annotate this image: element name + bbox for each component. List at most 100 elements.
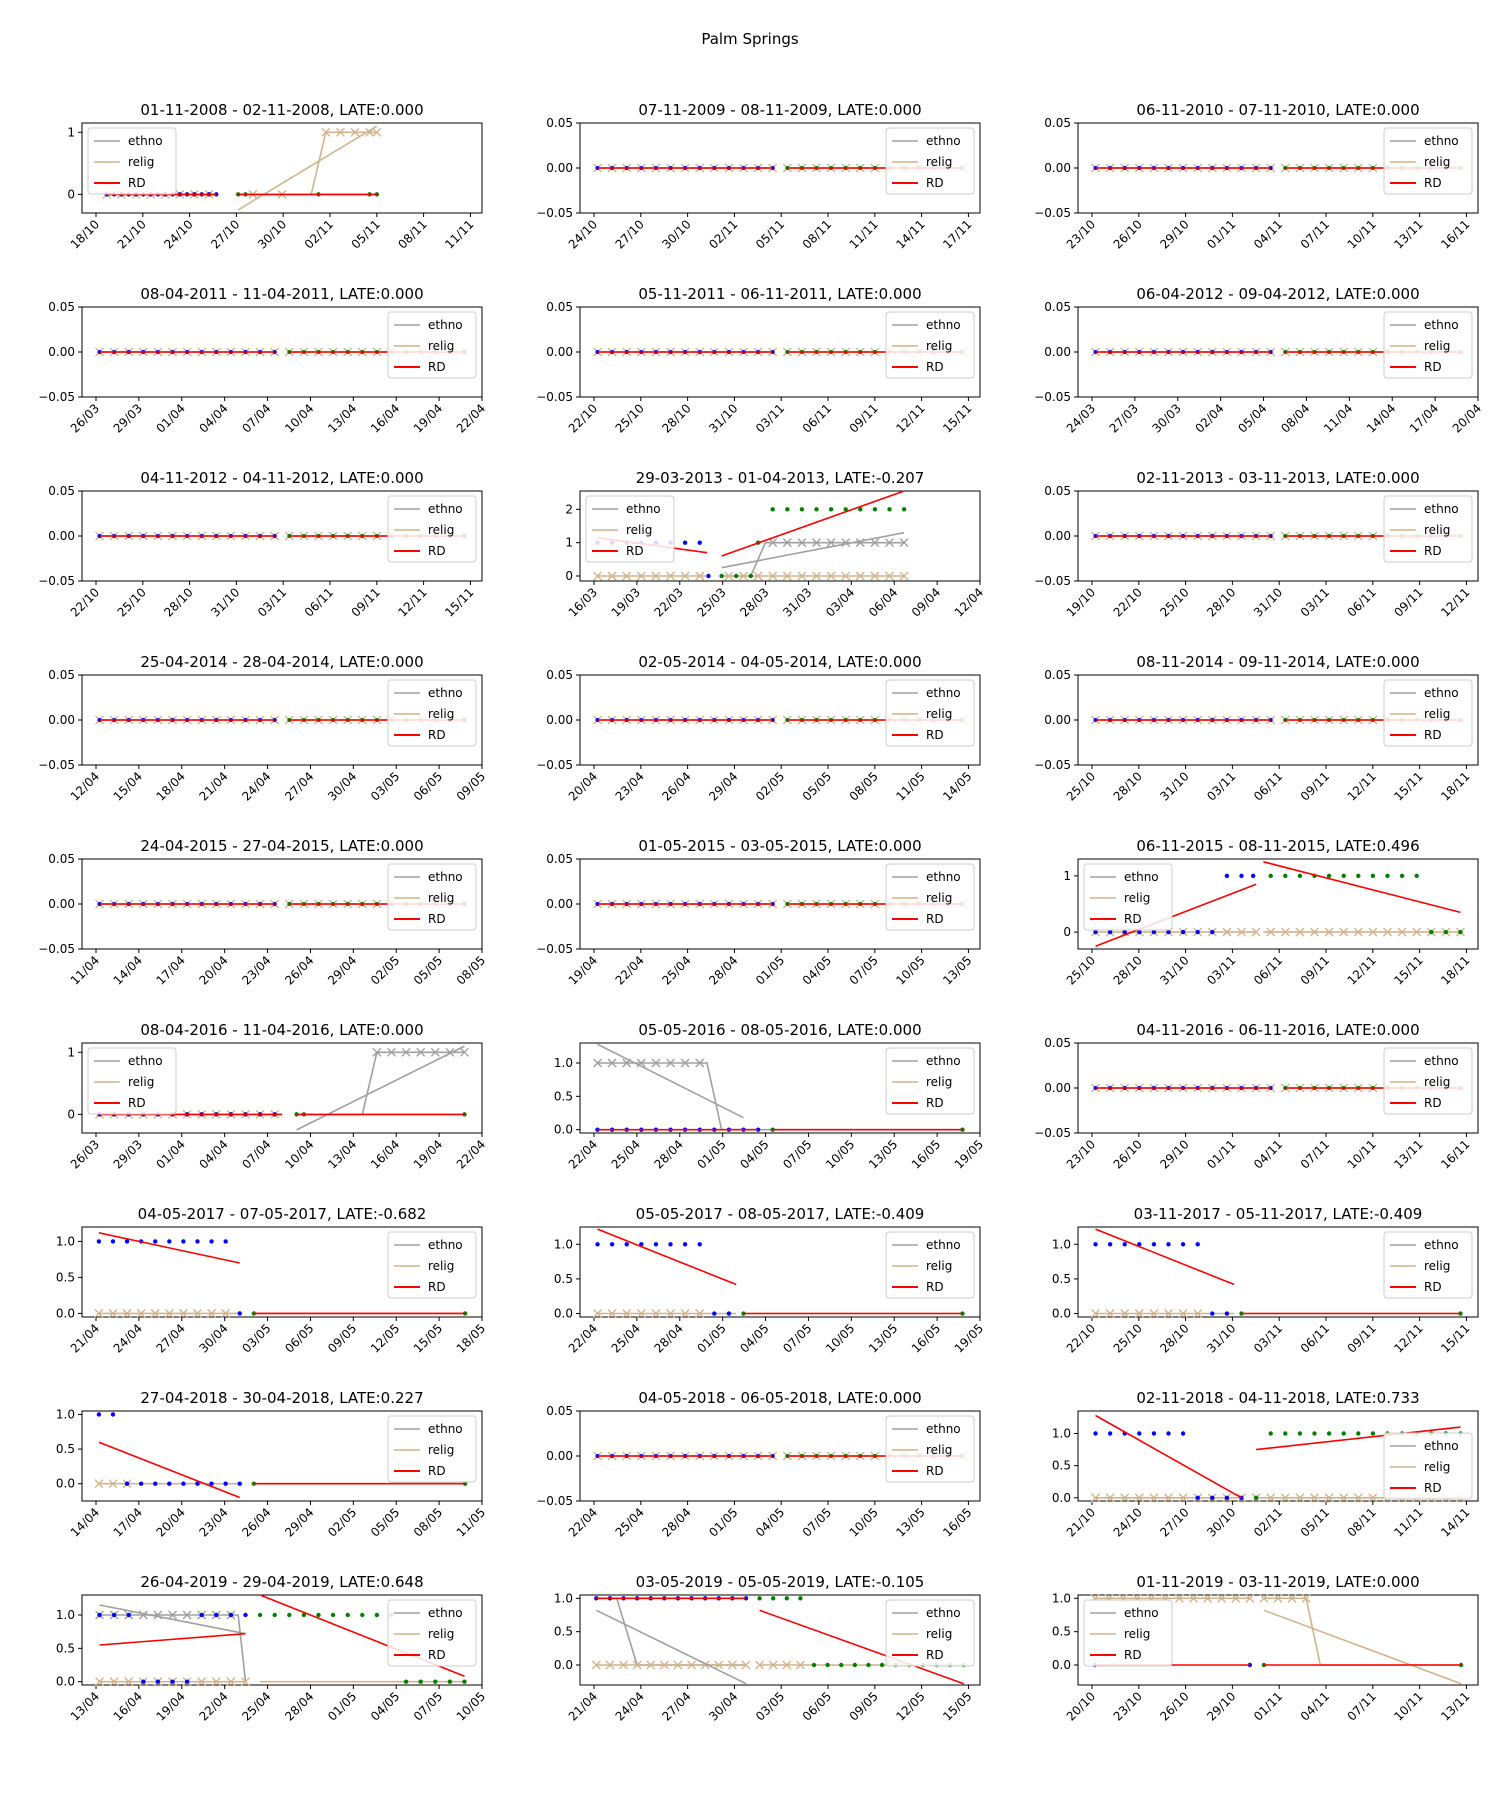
x-tick-label: 21/04 xyxy=(196,769,230,803)
legend-label: relig xyxy=(926,339,952,353)
y-tick-label: 0.00 xyxy=(546,1449,573,1463)
y-tick-label: 1.0 xyxy=(56,1234,75,1248)
legend-label: RD xyxy=(428,1280,446,1294)
legend-label: relig xyxy=(428,339,454,353)
x-tick-label: 13/11 xyxy=(1391,217,1425,251)
x-tick-label: 29/03 xyxy=(111,1137,145,1171)
post-point xyxy=(879,1662,885,1668)
x-tick-label: 14/04 xyxy=(68,1505,102,1539)
x-tick-label: 24/10 xyxy=(566,217,600,251)
x-marker xyxy=(1149,1493,1159,1503)
x-tick-label: 04/11 xyxy=(1251,1137,1285,1171)
legend-label: relig xyxy=(926,1627,952,1641)
x-marker xyxy=(680,1309,690,1319)
axes-frame xyxy=(81,1042,483,1134)
x-tick-label: 27/10 xyxy=(613,217,647,251)
x-tick-label: 11/05 xyxy=(893,769,927,803)
post-point xyxy=(757,1596,762,1601)
x-tick-label: 26/03 xyxy=(68,1137,102,1171)
x-tick-label: 03/11 xyxy=(1204,769,1238,803)
x-tick-label: 25/04 xyxy=(659,953,693,987)
x-tick-label: 07/04 xyxy=(239,401,273,435)
x-marker xyxy=(795,1660,805,1670)
x-marker xyxy=(1105,1493,1115,1503)
y-tick-label: 1.0 xyxy=(1052,1237,1071,1251)
subplot-24: 02-11-2018 - 04-11-2018, LATE:0.733 1.0 0.… xyxy=(1052,1389,1479,1540)
x-marker xyxy=(1193,1309,1203,1319)
legend-label: ethno xyxy=(1424,1054,1459,1068)
x-marker xyxy=(741,1660,751,1670)
legend-label: ethno xyxy=(926,1422,961,1436)
pre-point xyxy=(1250,873,1256,879)
subplot-title: 05-11-2011 - 06-11-2011, LATE:0.000 xyxy=(638,285,921,303)
subplot-title: 01-05-2015 - 03-05-2015, LATE:0.000 xyxy=(638,837,921,855)
pre-point xyxy=(1195,1495,1200,1500)
x-tick-label: 25/10 xyxy=(1111,1321,1145,1355)
pre-point xyxy=(155,1679,161,1684)
subplot-22: 27-04-2018 - 30-04-2018, LATE:0.227 1.0 0.… xyxy=(56,1389,488,1540)
y-tick-label: 0.5 xyxy=(1052,1272,1071,1286)
legend-label: ethno xyxy=(428,1238,463,1252)
x-tick-label: 20/04 xyxy=(1450,401,1484,435)
x-marker xyxy=(1353,927,1363,937)
x-marker xyxy=(1134,1309,1144,1319)
x-marker xyxy=(136,1308,146,1318)
subplot-title: 06-11-2015 - 08-11-2015, LATE:0.496 xyxy=(1136,837,1419,855)
legend-label: ethno xyxy=(428,1606,463,1620)
x-tick-label: 26/04 xyxy=(239,1505,273,1539)
post-point xyxy=(784,1596,790,1601)
legend-label: ethno xyxy=(1424,1439,1459,1453)
x-tick-label: 28/10 xyxy=(161,585,195,619)
figure-suptitle: Palm Springs xyxy=(701,30,799,48)
x-tick-label: 20/04 xyxy=(566,769,600,803)
x-tick-label: 08/05 xyxy=(847,769,881,803)
y-tick-label: 0.05 xyxy=(546,1404,573,1418)
legend: ethno relig RD xyxy=(387,495,477,563)
y-tick-label: 0.05 xyxy=(546,668,573,682)
post-point xyxy=(1356,873,1361,879)
y-tick-label: −0.05 xyxy=(1034,1126,1071,1140)
x-tick-label: 29/04 xyxy=(706,769,740,803)
x-tick-label: 30/03 xyxy=(1150,401,1184,435)
x-tick-label: 31/10 xyxy=(1157,953,1191,987)
x-tick-label: 26/10 xyxy=(1111,217,1145,251)
x-marker xyxy=(164,1308,174,1318)
x-tick-label: 17/04 xyxy=(154,953,188,987)
pre-point xyxy=(1210,1495,1215,1500)
x-tick-label: 12/11 xyxy=(1391,1321,1425,1355)
subplot-title: 05-05-2017 - 08-05-2017, LATE:-0.409 xyxy=(636,1205,925,1223)
y-tick-label: 0.00 xyxy=(546,161,573,175)
x-marker xyxy=(1287,1593,1297,1603)
y-tick-label: 0.00 xyxy=(1044,529,1071,543)
subplot-12: 08-11-2014 - 09-11-2014, LATE:0.000 0.05 0… xyxy=(1034,653,1479,804)
post-point xyxy=(901,507,907,512)
post-point xyxy=(1356,1431,1361,1436)
subplot-title: 08-04-2011 - 11-04-2011, LATE:0.000 xyxy=(140,285,423,303)
subplot-title: 08-11-2014 - 09-11-2014, LATE:0.000 xyxy=(1136,653,1419,671)
legend-box xyxy=(1383,679,1473,747)
x-tick-label: 03/05 xyxy=(239,1321,273,1355)
relig-fit-line xyxy=(237,125,378,211)
x-tick-label: 19/05 xyxy=(952,1137,986,1171)
axes-frame xyxy=(81,1410,483,1502)
x-tick-label: 09/11 xyxy=(349,585,383,619)
x-marker xyxy=(1324,1493,1334,1503)
post-point xyxy=(1283,718,1288,722)
y-tick-label: 0.05 xyxy=(48,300,75,314)
x-tick-label: 22/10 xyxy=(68,585,102,619)
legend-label: RD xyxy=(1124,1648,1142,1662)
pre-point xyxy=(153,1481,158,1486)
legend-box xyxy=(885,311,975,379)
x-tick-label: 11/05 xyxy=(454,1505,488,1539)
pre-point xyxy=(126,1612,131,1618)
x-marker xyxy=(636,1309,646,1319)
x-marker xyxy=(1222,927,1232,937)
x-marker xyxy=(593,1309,603,1319)
x-tick-label: 19/10 xyxy=(1064,585,1098,619)
x-tick-label: 10/05 xyxy=(454,1689,488,1723)
x-tick-label: 16/11 xyxy=(1438,217,1472,251)
legend-label: RD xyxy=(1424,176,1442,190)
x-tick-label: 22/04 xyxy=(454,1137,488,1171)
x-tick-label: 18/10 xyxy=(68,217,102,251)
subplot-title: 07-11-2009 - 08-11-2009, LATE:0.000 xyxy=(638,101,921,119)
